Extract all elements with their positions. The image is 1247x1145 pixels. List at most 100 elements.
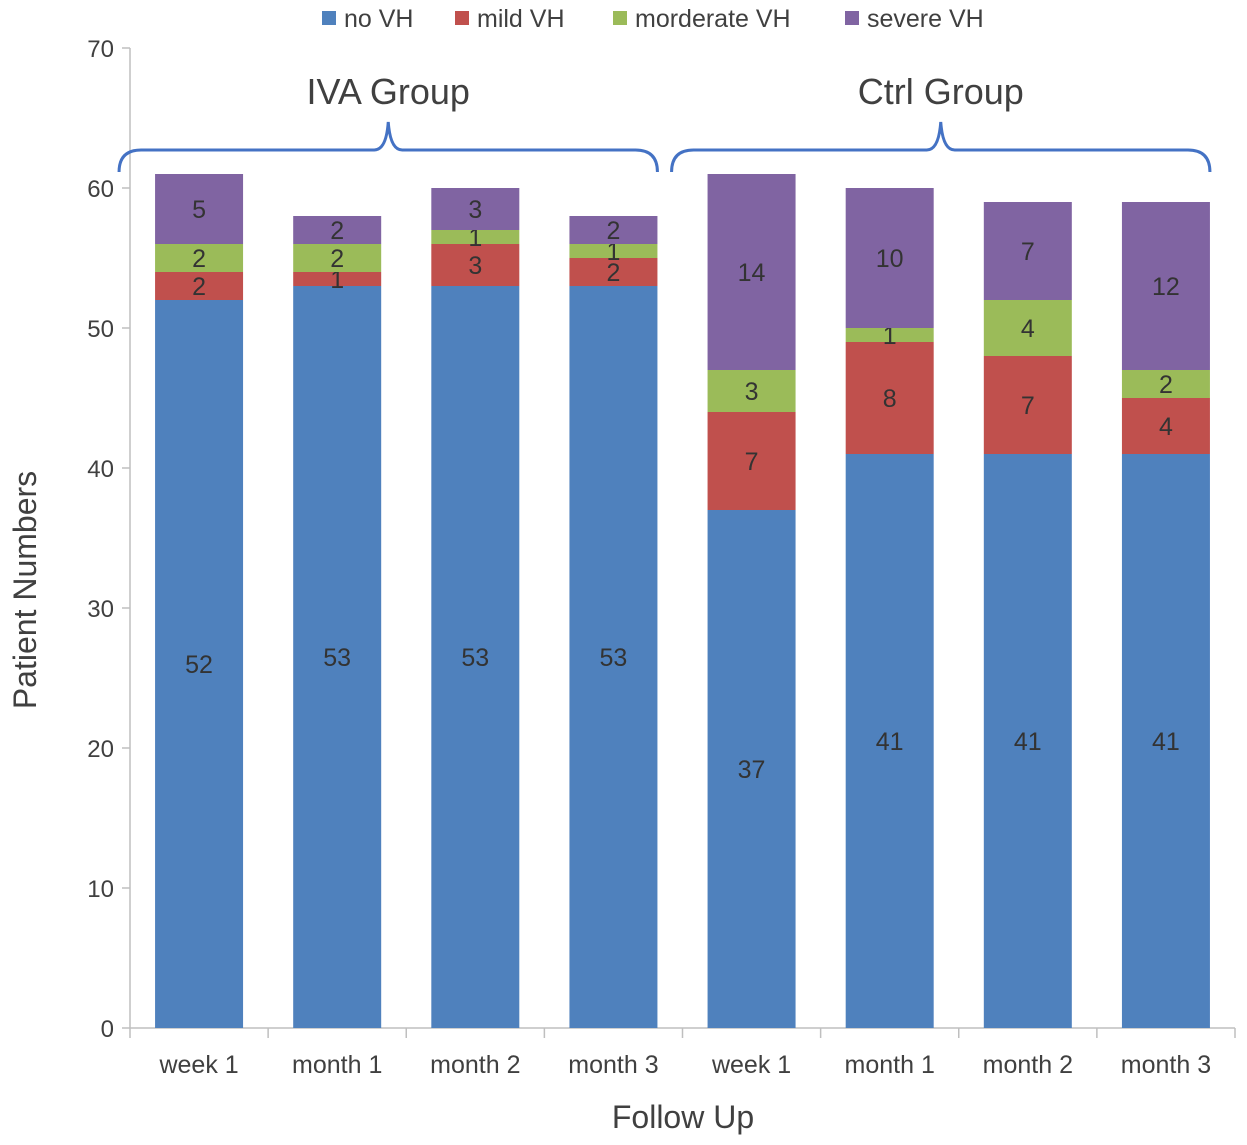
x-axis-title: Follow Up	[612, 1099, 754, 1135]
y-tick-label: 30	[87, 596, 114, 623]
bar-value-label: 10	[876, 245, 904, 273]
y-axis-title: Patient Numbers	[7, 471, 43, 709]
bar-value-label: 7	[745, 448, 759, 476]
bar-value-label: 52	[185, 651, 213, 679]
y-tick-label: 40	[87, 456, 114, 483]
bar-segment	[1121, 370, 1210, 398]
bar-segment	[983, 300, 1072, 356]
bar-segment	[155, 174, 244, 244]
bar-value-label: 3	[468, 196, 482, 224]
bar-segment	[293, 244, 382, 272]
x-category-label: week 1	[711, 1051, 791, 1079]
bar-value-label: 4	[1021, 315, 1035, 343]
x-category-label: month 1	[292, 1051, 382, 1079]
bar-segment	[293, 216, 382, 244]
group-bracket	[117, 121, 659, 173]
bar-value-label: 8	[883, 385, 897, 413]
bar-value-label: 53	[600, 644, 628, 672]
bar-segment	[845, 454, 934, 1028]
bar-segment	[431, 244, 520, 286]
bar-value-label: 1	[330, 266, 344, 294]
bar-value-label: 1	[468, 224, 482, 252]
bar-segment	[293, 286, 382, 1028]
bar-segment	[293, 272, 382, 286]
bar-value-label: 14	[738, 259, 766, 287]
x-category-label: month 2	[983, 1051, 1073, 1079]
bar-segment	[707, 370, 796, 412]
bar-value-label: 2	[606, 217, 620, 245]
legend: no VH mild VH morderate VH severe VH	[322, 5, 984, 33]
bar-value-label: 53	[461, 644, 489, 672]
bar-segment	[569, 286, 658, 1028]
bar-value-label: 1	[883, 322, 897, 350]
group-label: IVA Group	[307, 71, 470, 112]
bar-segment	[1121, 398, 1210, 454]
bar-value-label: 12	[1152, 273, 1180, 301]
bar-segment	[431, 188, 520, 230]
legend-swatch	[322, 11, 336, 25]
bar-value-label: 3	[745, 378, 759, 406]
bar-value-label: 2	[192, 245, 206, 273]
y-tick-label: 60	[87, 176, 114, 203]
bar-segment	[707, 412, 796, 510]
x-category-label: week 1	[158, 1051, 238, 1079]
bar-segment	[569, 258, 658, 286]
bar-segment	[155, 300, 244, 1028]
bar-value-label: 5	[192, 196, 206, 224]
bar-segment	[983, 454, 1072, 1028]
bar-value-label: 41	[1014, 728, 1042, 756]
legend-label: severe VH	[867, 5, 984, 33]
bar-value-label: 53	[323, 644, 351, 672]
x-category-label: month 3	[568, 1051, 658, 1079]
y-axis: 0 10 20 30 40 50 60 70	[87, 36, 131, 1043]
bar-segment	[707, 510, 796, 1028]
bar-segment	[155, 244, 244, 272]
bar-value-label: 3	[468, 252, 482, 280]
bar-value-label: 7	[1021, 238, 1035, 266]
bar-segment	[983, 356, 1072, 454]
bar-value-label: 41	[1152, 728, 1180, 756]
bar-value-label: 1	[606, 238, 620, 266]
bars: 5222553122533135321237731441811041747414…	[155, 174, 1210, 1028]
x-category-label: month 3	[1121, 1051, 1211, 1079]
bar-segment	[431, 286, 520, 1028]
bar-value-label: 2	[330, 245, 344, 273]
legend-swatch	[845, 11, 859, 25]
legend-swatch	[455, 11, 469, 25]
bar-segment	[983, 202, 1072, 300]
y-tick-label: 10	[87, 876, 114, 903]
bar-value-label: 2	[606, 259, 620, 287]
group-label: Ctrl Group	[858, 71, 1024, 112]
bar-segment	[569, 244, 658, 258]
bar-value-label: 41	[876, 728, 904, 756]
bar-segment	[1121, 454, 1210, 1028]
y-tick-label: 50	[87, 316, 114, 343]
bar-value-label: 37	[738, 756, 766, 784]
bar-segment	[155, 272, 244, 300]
bar-value-label: 7	[1021, 392, 1035, 420]
group-brackets: IVA Group Ctrl Group	[117, 71, 1212, 173]
y-tick-label: 20	[87, 736, 114, 763]
bar-segment	[707, 174, 796, 370]
bar-value-label: 4	[1159, 413, 1173, 441]
x-category-label: month 2	[430, 1051, 520, 1079]
bar-segment	[569, 216, 658, 244]
x-axis: week 1 month 1 month 2 month 3 week 1 month 1…	[129, 1027, 1236, 1079]
legend-label: no VH	[344, 5, 413, 33]
legend-label: morderate VH	[635, 5, 791, 33]
y-tick-label: 70	[87, 36, 114, 63]
legend-swatch	[613, 11, 627, 25]
bar-value-label: 2	[330, 217, 344, 245]
bar-segment	[845, 328, 934, 342]
group-bracket	[670, 121, 1212, 173]
y-tick-label: 0	[101, 1016, 114, 1043]
legend-label: mild VH	[477, 5, 565, 33]
bar-segment	[431, 230, 520, 244]
bar-segment	[845, 342, 934, 454]
x-category-label: month 1	[845, 1051, 935, 1079]
bar-segment	[845, 188, 934, 328]
bar-value-label: 2	[1159, 371, 1173, 399]
bar-segment	[1121, 202, 1210, 370]
